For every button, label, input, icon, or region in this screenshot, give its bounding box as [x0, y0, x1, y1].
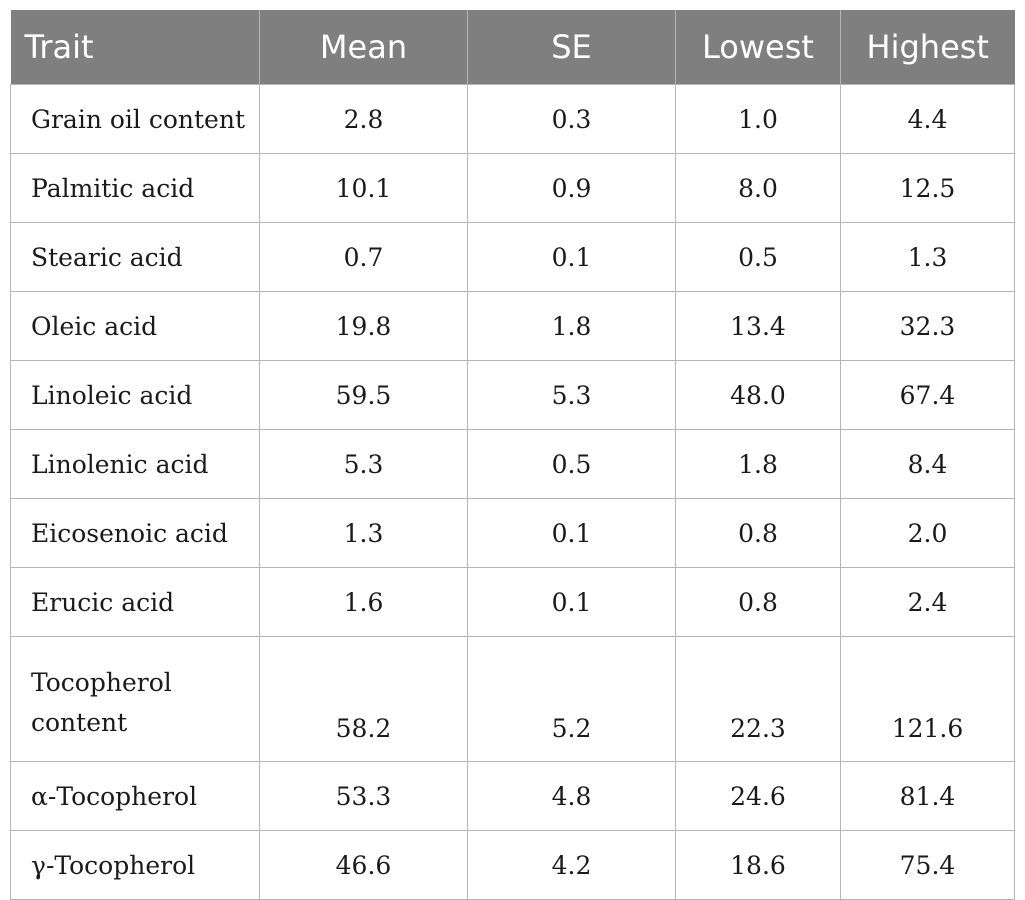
se-cell: 4.2 — [467, 830, 676, 900]
highest-cell: 75.4 — [840, 830, 1015, 900]
trait-cell: Erucic acid — [10, 567, 260, 637]
se-cell: 1.8 — [467, 291, 676, 361]
table-row: α-Tocopherol 53.3 4.8 24.6 81.4 — [10, 761, 1015, 831]
trait-cell: Tocopherol content — [10, 636, 260, 762]
highest-cell: 81.4 — [840, 761, 1015, 831]
lowest-cell: 1.0 — [675, 84, 841, 154]
mean-cell: 19.8 — [259, 291, 468, 361]
highest-cell: 4.4 — [840, 84, 1015, 154]
se-cell: 0.1 — [467, 567, 676, 637]
highest-cell: 1.3 — [840, 222, 1015, 292]
se-cell: 4.8 — [467, 761, 676, 831]
se-cell: 0.9 — [467, 153, 676, 223]
highest-cell: 32.3 — [840, 291, 1015, 361]
trait-cell: Oleic acid — [10, 291, 260, 361]
table-row: Oleic acid 19.8 1.8 13.4 32.3 — [10, 291, 1015, 361]
lowest-cell: 24.6 — [675, 761, 841, 831]
column-header-trait: Trait — [10, 10, 260, 85]
table-header: Trait Mean SE Lowest Highest — [10, 10, 1015, 85]
mean-cell: 0.7 — [259, 222, 468, 292]
highest-cell: 121.6 — [840, 636, 1015, 762]
highest-cell: 8.4 — [840, 429, 1015, 499]
header-row: Trait Mean SE Lowest Highest — [10, 10, 1015, 85]
table-row: Erucic acid 1.6 0.1 0.8 2.4 — [10, 567, 1015, 637]
mean-cell: 59.5 — [259, 360, 468, 430]
column-header-lowest: Lowest — [675, 10, 841, 85]
se-cell: 0.1 — [467, 498, 676, 568]
mean-cell: 53.3 — [259, 761, 468, 831]
mean-cell: 1.3 — [259, 498, 468, 568]
lowest-cell: 0.8 — [675, 567, 841, 637]
se-cell: 0.1 — [467, 222, 676, 292]
table-row: Eicosenoic acid 1.3 0.1 0.8 2.0 — [10, 498, 1015, 568]
lowest-cell: 18.6 — [675, 830, 841, 900]
lowest-cell: 0.5 — [675, 222, 841, 292]
table-row: γ-Tocopherol 46.6 4.2 18.6 75.4 — [10, 830, 1015, 900]
trait-cell: γ-Tocopherol — [10, 830, 260, 900]
highest-cell: 2.0 — [840, 498, 1015, 568]
mean-cell: 10.1 — [259, 153, 468, 223]
trait-cell: Linolenic acid — [10, 429, 260, 499]
trait-cell: Linoleic acid — [10, 360, 260, 430]
mean-cell: 2.8 — [259, 84, 468, 154]
column-header-mean: Mean — [259, 10, 468, 85]
mean-cell: 5.3 — [259, 429, 468, 499]
lowest-cell: 13.4 — [675, 291, 841, 361]
trait-cell: α-Tocopherol — [10, 761, 260, 831]
lowest-cell: 0.8 — [675, 498, 841, 568]
column-header-se: SE — [467, 10, 676, 85]
table-row: Grain oil content 2.8 0.3 1.0 4.4 — [10, 84, 1015, 154]
se-cell: 0.3 — [467, 84, 676, 154]
column-header-highest: Highest — [840, 10, 1015, 85]
se-cell: 5.3 — [467, 360, 676, 430]
mean-cell: 1.6 — [259, 567, 468, 637]
mean-cell: 46.6 — [259, 830, 468, 900]
lowest-cell: 22.3 — [675, 636, 841, 762]
mean-cell: 58.2 — [259, 636, 468, 762]
table-row: Tocopherol content 58.2 5.2 22.3 121.6 — [10, 636, 1015, 762]
table-row: Stearic acid 0.7 0.1 0.5 1.3 — [10, 222, 1015, 292]
highest-cell: 2.4 — [840, 567, 1015, 637]
se-cell: 0.5 — [467, 429, 676, 499]
lowest-cell: 48.0 — [675, 360, 841, 430]
table-row: Palmitic acid 10.1 0.9 8.0 12.5 — [10, 153, 1015, 223]
highest-cell: 12.5 — [840, 153, 1015, 223]
trait-statistics-table: Trait Mean SE Lowest Highest Grain oil c… — [10, 10, 1015, 900]
trait-cell: Grain oil content — [10, 84, 260, 154]
lowest-cell: 1.8 — [675, 429, 841, 499]
lowest-cell: 8.0 — [675, 153, 841, 223]
table-body: Grain oil content 2.8 0.3 1.0 4.4 Palmit… — [10, 84, 1015, 900]
se-cell: 5.2 — [467, 636, 676, 762]
trait-cell: Stearic acid — [10, 222, 260, 292]
highest-cell: 67.4 — [840, 360, 1015, 430]
trait-cell: Eicosenoic acid — [10, 498, 260, 568]
table-row: Linoleic acid 59.5 5.3 48.0 67.4 — [10, 360, 1015, 430]
trait-cell: Palmitic acid — [10, 153, 260, 223]
table-row: Linolenic acid 5.3 0.5 1.8 8.4 — [10, 429, 1015, 499]
